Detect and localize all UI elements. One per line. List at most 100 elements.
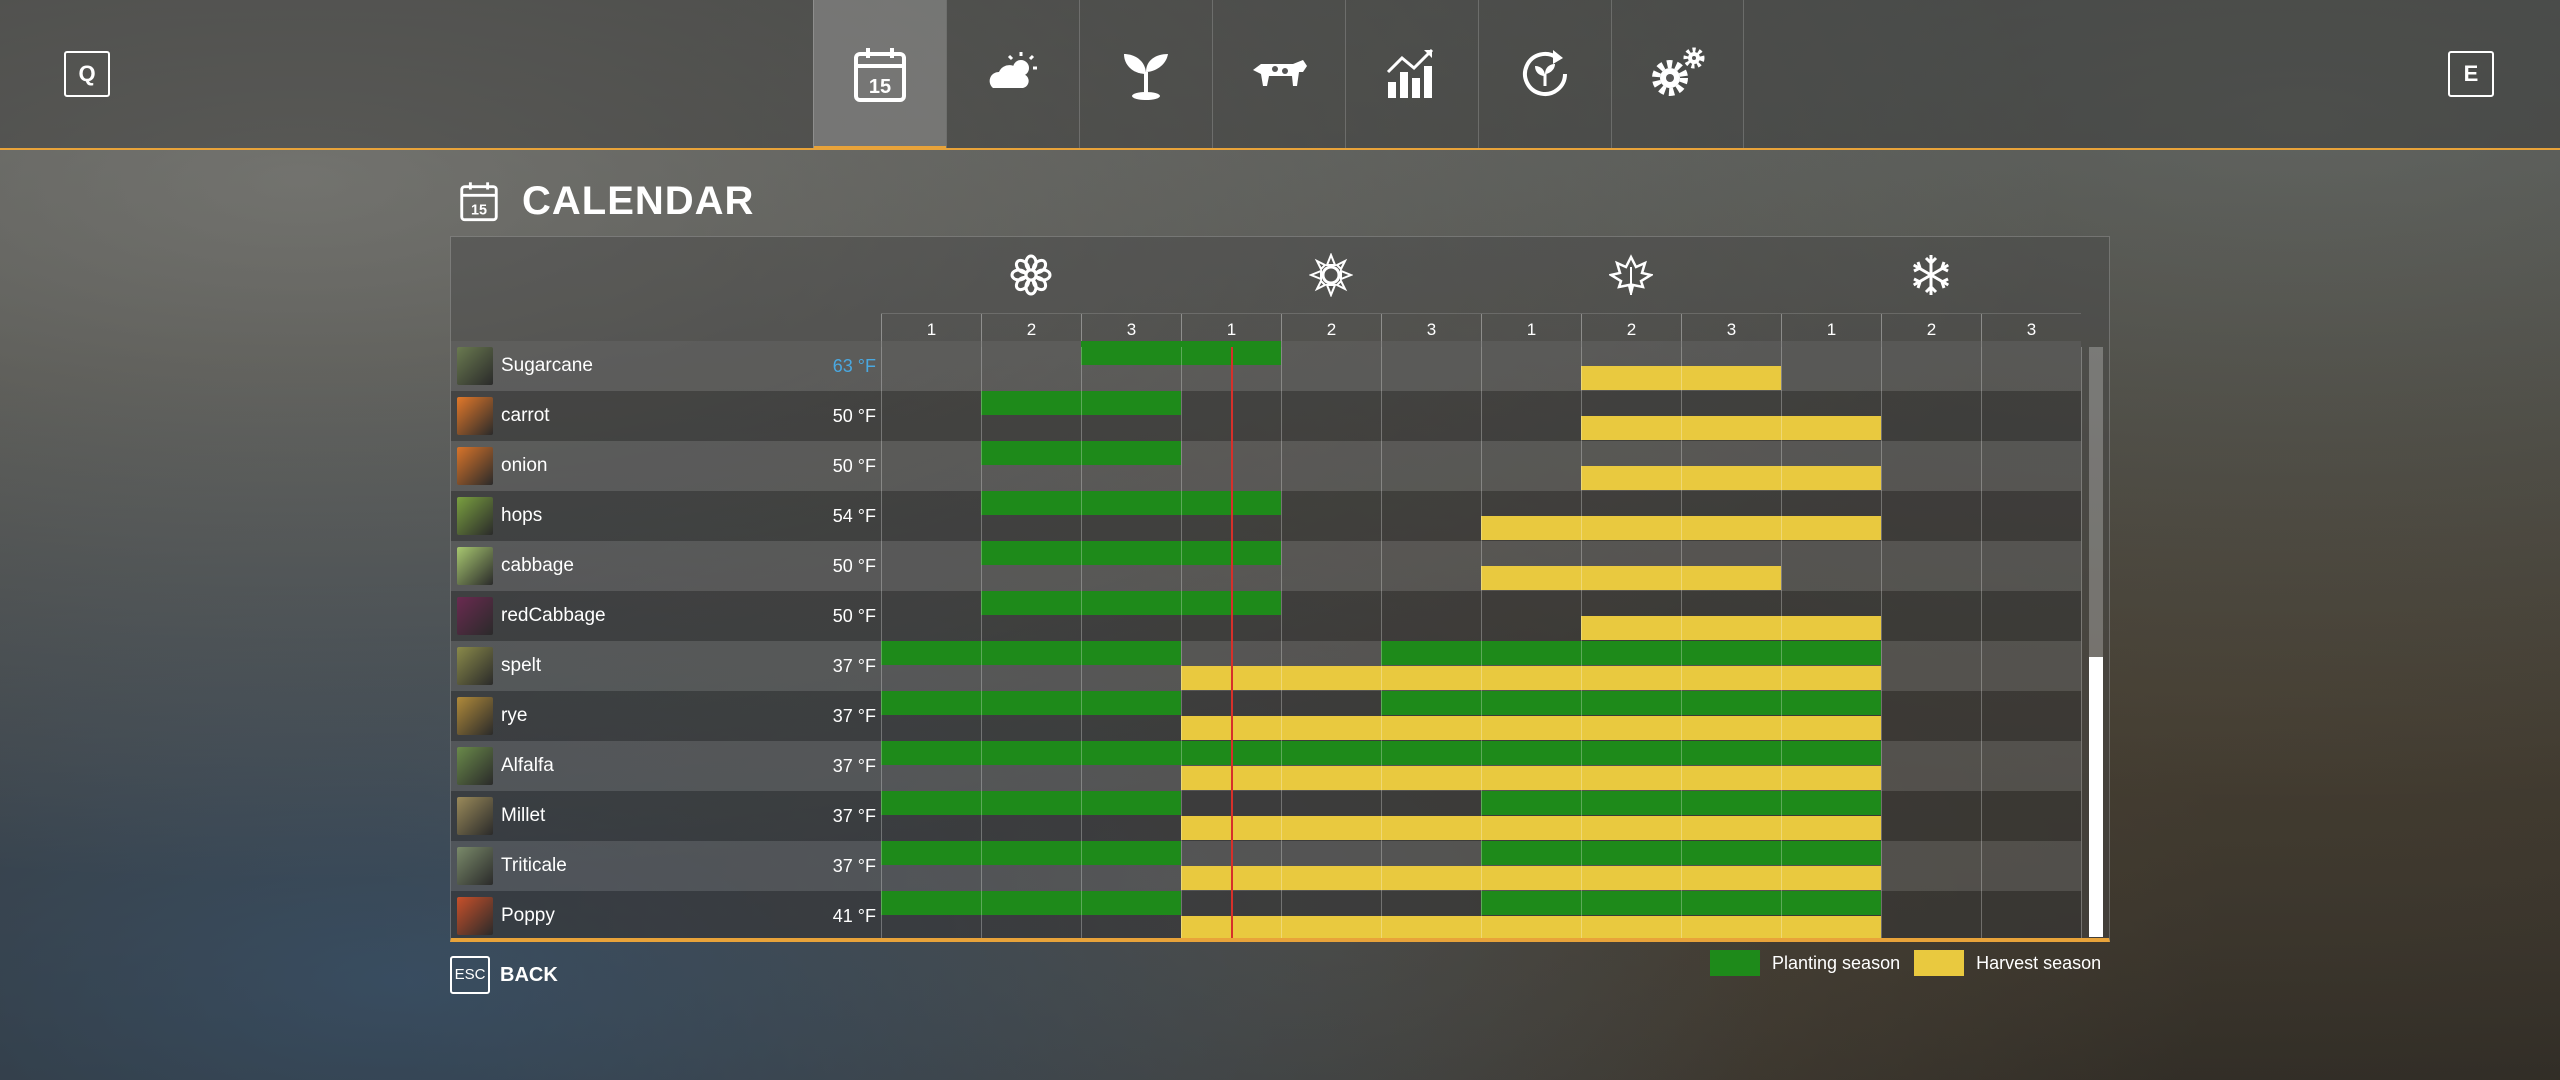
- scrollbar[interactable]: [2089, 347, 2103, 937]
- period-label: 3: [1081, 314, 1181, 347]
- back-label: BACK: [500, 963, 558, 986]
- crop-row[interactable]: redCabbage 50 °F: [451, 591, 2081, 641]
- period-gridline: [2081, 347, 2082, 938]
- planting-season-bar: [1381, 691, 1881, 715]
- calendar-icon: 15: [854, 48, 906, 102]
- planting-season-bar: [981, 541, 1281, 565]
- calendar-icon-day: 15: [471, 203, 487, 219]
- svg-text:15: 15: [869, 76, 891, 98]
- harvest-season-bar: [1581, 416, 1881, 440]
- crop-thumbnail: [457, 497, 493, 535]
- planting-season-bar: [1481, 841, 1881, 865]
- planting-season-bar: [881, 791, 1181, 815]
- crop-season-track: [881, 591, 2081, 641]
- flower-icon: [1010, 254, 1052, 296]
- period-label: 1: [1181, 314, 1281, 347]
- crop-row[interactable]: spelt 37 °F: [451, 641, 2081, 691]
- crop-name: Alfalfa: [501, 755, 554, 776]
- next-page-key-button[interactable]: E: [2448, 51, 2494, 97]
- planting-season-bar: [1481, 791, 1881, 815]
- tab-calendar[interactable]: 15: [813, 0, 946, 150]
- crop-season-track: [881, 891, 2081, 938]
- season-summer: [1181, 237, 1481, 313]
- harvest-season-bar: [1581, 466, 1881, 490]
- back-button[interactable]: ESC BACK: [450, 956, 558, 994]
- harvest-season-bar: [1481, 566, 1781, 590]
- crop-thumbnail: [457, 897, 493, 935]
- planting-season-bar: [981, 491, 1281, 515]
- crop-row[interactable]: carrot 50 °F: [451, 391, 2081, 441]
- sun-icon: [1309, 253, 1353, 297]
- crop-list: Sugarcane 63 °F carrot 50 °F onion 50 °F hops 5…: [451, 341, 2081, 938]
- crop-name: Triticale: [501, 855, 567, 876]
- scrollbar-thumb[interactable]: [2089, 657, 2103, 937]
- crop-season-track: [881, 791, 2081, 841]
- period-label: 2: [1581, 314, 1681, 347]
- tab-weather[interactable]: [946, 0, 1079, 148]
- current-date-marker: [1231, 347, 1233, 938]
- prev-page-key-button[interactable]: Q: [64, 51, 110, 97]
- crop-row[interactable]: rye 37 °F: [451, 691, 2081, 741]
- planting-season-bar: [981, 591, 1281, 615]
- harvest-season-bar: [1581, 616, 1881, 640]
- season-winter: [1781, 237, 2081, 313]
- crop-season-track: [881, 391, 2081, 441]
- crop-row[interactable]: onion 50 °F: [451, 441, 2081, 491]
- period-label: 1: [1481, 314, 1581, 347]
- crop-min-temperature: 37 °F: [832, 806, 876, 826]
- period-label: 1: [881, 314, 981, 347]
- planting-season-bar: [1481, 891, 1881, 915]
- crop-name: Sugarcane: [501, 355, 593, 376]
- crop-thumbnail: [457, 797, 493, 835]
- crop-row[interactable]: cabbage 50 °F: [451, 541, 2081, 591]
- crop-row[interactable]: Millet 37 °F: [451, 791, 2081, 841]
- planting-season-bar: [1381, 641, 1881, 665]
- harvest-swatch: [1914, 950, 1965, 976]
- crop-thumbnail: [457, 697, 493, 735]
- crop-season-track: [881, 741, 2081, 791]
- crop-row[interactable]: Poppy 41 °F: [451, 891, 2081, 938]
- crop-name: rye: [501, 705, 528, 726]
- crop-thumbnail: [457, 347, 493, 385]
- season-spring: [881, 237, 1181, 313]
- crop-row[interactable]: Triticale 37 °F: [451, 841, 2081, 891]
- planting-season-bar: [981, 391, 1181, 415]
- crop-row[interactable]: hops 54 °F: [451, 491, 2081, 541]
- crop-row[interactable]: Sugarcane 63 °F: [451, 341, 2081, 391]
- crop-min-temperature: 37 °F: [832, 856, 876, 876]
- season-autumn: [1481, 237, 1781, 313]
- harvest-season-bar: [1181, 766, 1881, 790]
- planting-season-bar: [881, 741, 1881, 765]
- planting-swatch: [1710, 950, 1760, 976]
- chart-icon: [1386, 48, 1434, 98]
- crop-season-track: [881, 841, 2081, 891]
- crop-min-temperature: 50 °F: [832, 606, 876, 626]
- crop-season-track: [881, 641, 2081, 691]
- period-label: 1: [1781, 314, 1881, 347]
- snowflake-icon: [1912, 255, 1950, 295]
- crop-row[interactable]: Alfalfa 37 °F: [451, 741, 2081, 791]
- crop-name: onion: [501, 455, 548, 476]
- tab-crop-rotation[interactable]: [1478, 0, 1611, 148]
- crop-min-temperature: 37 °F: [832, 656, 876, 676]
- crop-season-track: [881, 491, 2081, 541]
- nav-tabs: 15: [813, 0, 1744, 150]
- crop-season-track: [881, 691, 2081, 741]
- crop-thumbnail: [457, 397, 493, 435]
- tab-settings[interactable]: [1611, 0, 1744, 148]
- crop-name: cabbage: [501, 555, 574, 576]
- crop-min-temperature: 41 °F: [832, 906, 876, 926]
- tab-crops[interactable]: [1079, 0, 1212, 148]
- crop-season-track: [881, 341, 2081, 391]
- period-label: 3: [1681, 314, 1781, 347]
- tab-animals[interactable]: [1212, 0, 1345, 148]
- crop-season-track: [881, 541, 2081, 591]
- sprout-icon: [1124, 54, 1168, 100]
- crop-min-temperature: 50 °F: [832, 406, 876, 426]
- harvest-season-bar: [1581, 366, 1781, 390]
- crop-min-temperature: 50 °F: [832, 456, 876, 476]
- calendar-icon: 15: [460, 182, 498, 222]
- crop-thumbnail: [457, 597, 493, 635]
- crop-min-temperature: 37 °F: [832, 706, 876, 726]
- tab-statistics[interactable]: [1345, 0, 1478, 148]
